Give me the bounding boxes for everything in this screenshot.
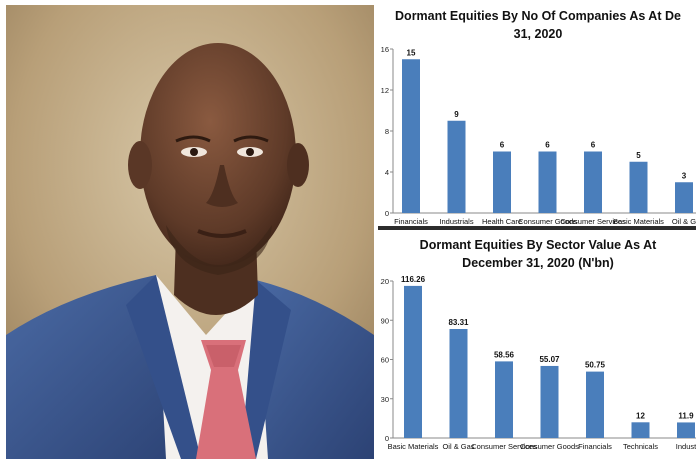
bar bbox=[629, 161, 648, 213]
category-label: Oil & G bbox=[672, 217, 696, 226]
lapel-left bbox=[126, 275, 201, 459]
data-label: 12 bbox=[636, 411, 645, 420]
category-label: Industrials bbox=[439, 217, 473, 226]
bar bbox=[493, 151, 511, 213]
bar bbox=[495, 361, 513, 438]
bar bbox=[404, 285, 422, 438]
bar bbox=[584, 151, 602, 213]
data-label: 15 bbox=[407, 48, 416, 57]
y-tick-label: 4 bbox=[385, 168, 389, 177]
data-label: 50.75 bbox=[585, 361, 606, 370]
ear-left bbox=[128, 141, 152, 189]
sector-value-chart: Dormant Equities By Sector Value As At D… bbox=[380, 233, 696, 459]
chart-title-line2: December 31, 2020 (N'bn) bbox=[462, 256, 614, 270]
category-label: Consumer Services bbox=[471, 442, 537, 451]
y-tick-label: 120 bbox=[380, 277, 389, 286]
y-tick-label: 60 bbox=[381, 356, 389, 365]
y-tick-label: 12 bbox=[381, 86, 389, 95]
bar bbox=[586, 371, 604, 438]
photo-chart-gap bbox=[376, 0, 379, 464]
companies-chart: Dormant Equities By No Of Companies As A… bbox=[380, 0, 696, 226]
category-label: Basic Materials bbox=[388, 442, 439, 451]
data-label: 83.31 bbox=[448, 318, 469, 327]
chart-title-line1: Dormant Equities By No Of Companies As A… bbox=[395, 9, 681, 23]
tie bbox=[196, 340, 256, 459]
lapel-right bbox=[241, 280, 291, 459]
companies-chart-plot: 0 4 8 12 16 15 Financials 9 Industrials 6 Health C… bbox=[381, 45, 696, 226]
portrait-illustration bbox=[6, 5, 374, 459]
chart-title-line2: 31, 2020 bbox=[513, 27, 563, 41]
mouth bbox=[197, 229, 247, 238]
data-label: 3 bbox=[682, 171, 687, 180]
bar bbox=[677, 422, 695, 438]
bar bbox=[402, 59, 420, 213]
nose bbox=[206, 165, 238, 207]
category-label: Consumer Services bbox=[560, 217, 626, 226]
data-label: 6 bbox=[545, 141, 550, 150]
category-label: Technicals bbox=[623, 442, 658, 451]
data-label: 9 bbox=[454, 110, 459, 119]
category-label: Financials bbox=[578, 442, 612, 451]
y-tick-label: 0 bbox=[385, 434, 389, 443]
bar bbox=[540, 365, 559, 438]
bar bbox=[675, 182, 693, 213]
beard bbox=[166, 225, 272, 275]
head bbox=[140, 43, 296, 267]
category-label: Health Care bbox=[482, 217, 522, 226]
brow-right bbox=[233, 135, 269, 143]
tie-knot bbox=[206, 345, 241, 367]
data-label: 116.26 bbox=[401, 275, 426, 284]
category-label: Oil & Gas bbox=[442, 442, 474, 451]
data-label: 55.07 bbox=[539, 355, 560, 364]
sector-value-chart-plot: 0 30 60 90 120 116.26 Basic Materials 83.31 Oil … bbox=[380, 275, 696, 451]
data-label: 6 bbox=[591, 141, 596, 150]
data-label: 5 bbox=[636, 151, 641, 160]
y-tick-label: 0 bbox=[385, 209, 389, 218]
data-label: 58.56 bbox=[494, 350, 515, 359]
data-label: 6 bbox=[500, 141, 505, 150]
category-label: Indust bbox=[676, 442, 696, 451]
portrait-photo bbox=[6, 5, 374, 459]
pupil-left bbox=[190, 148, 198, 156]
bar bbox=[631, 422, 650, 438]
bar bbox=[447, 120, 466, 213]
bar bbox=[449, 329, 468, 438]
category-label: Consumer Goods bbox=[520, 442, 579, 451]
y-tick-label: 8 bbox=[385, 127, 389, 136]
bar bbox=[538, 151, 557, 213]
chart-divider bbox=[378, 226, 696, 230]
chart-title-line1: Dormant Equities By Sector Value As At bbox=[419, 238, 657, 252]
pupil-right bbox=[246, 148, 254, 156]
y-tick-label: 16 bbox=[381, 45, 389, 54]
y-tick-label: 30 bbox=[381, 395, 389, 404]
ear-right bbox=[287, 143, 309, 187]
category-label: Financials bbox=[394, 217, 428, 226]
data-label: 11.9 bbox=[678, 411, 694, 420]
y-tick-label: 90 bbox=[381, 316, 389, 325]
brow-left bbox=[175, 135, 211, 143]
category-label: Consumer Goods bbox=[518, 217, 577, 226]
category-label: Basic Materials bbox=[613, 217, 664, 226]
